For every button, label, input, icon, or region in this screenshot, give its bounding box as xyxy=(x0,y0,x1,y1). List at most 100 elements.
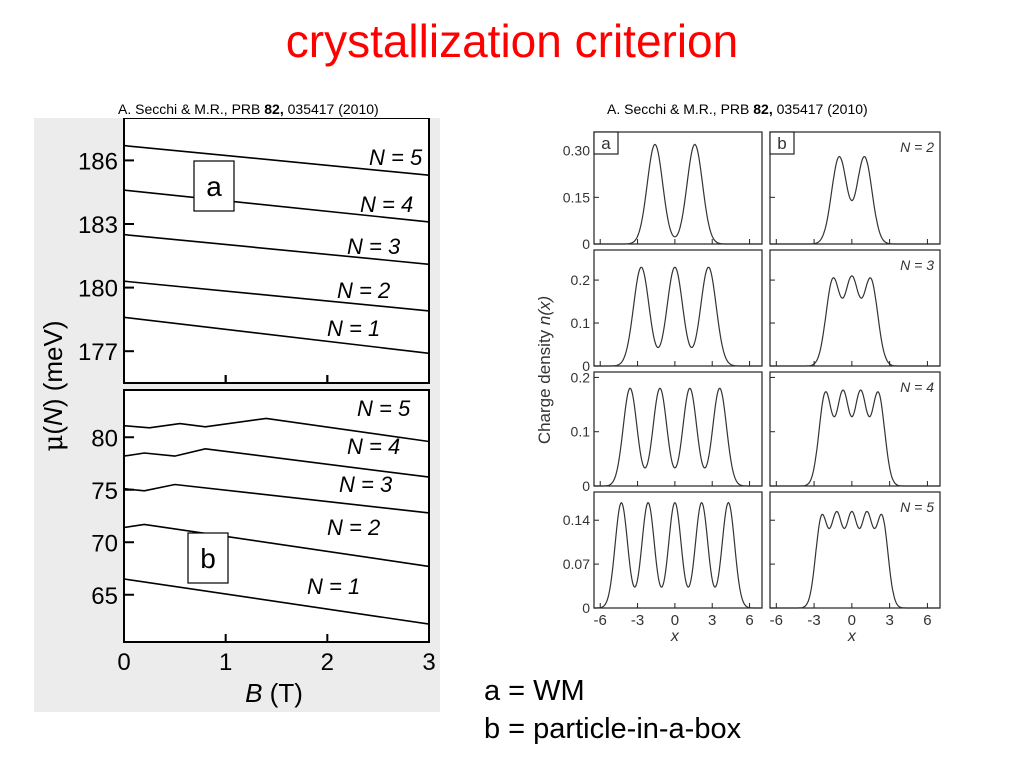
box-density-curve xyxy=(770,510,940,609)
series-line-3 xyxy=(123,483,430,514)
density-panel-frame xyxy=(593,249,763,367)
citation-left-pages: 035417 (2010) xyxy=(283,101,379,117)
y-tick-label: 0.14 xyxy=(563,512,590,528)
panel-letter-box xyxy=(193,160,235,212)
x-axis-label: B (T) xyxy=(245,678,303,708)
x-tick-label: -3 xyxy=(807,612,820,629)
series-line-4 xyxy=(123,189,430,223)
series-line-3 xyxy=(123,233,430,266)
x-tick-label: 3 xyxy=(885,612,893,629)
density-y-axis-variable: n(x) xyxy=(535,296,554,325)
citation-left: A. Secchi & M.R., PRB 82, 035417 (2010) xyxy=(118,101,379,117)
series-line-5 xyxy=(123,417,430,443)
y-axis-unit: (meV) xyxy=(38,320,68,398)
panel-letter: b xyxy=(777,134,786,153)
y-axis-variable: N xyxy=(38,407,68,426)
x-axis-label: x xyxy=(670,628,680,645)
series-label: N = 1 xyxy=(327,316,380,341)
n-label: N = 2 xyxy=(900,139,934,155)
n-label: N = 4 xyxy=(900,379,934,395)
series-label: N = 5 xyxy=(369,145,423,170)
axis-labels: B (T) μ(N) (meV) xyxy=(38,320,303,708)
x-tick-label: 3 xyxy=(422,649,435,676)
box-density-curve xyxy=(770,155,940,245)
y-axis-paren: ( xyxy=(38,426,68,435)
wm-density-curve xyxy=(594,501,762,609)
series-label: N = 3 xyxy=(347,234,401,259)
x-tick-label: -3 xyxy=(631,612,644,629)
series-label: N = 4 xyxy=(360,192,413,217)
x-axis-label: x xyxy=(847,628,857,645)
caption-wm: a = WM xyxy=(484,675,585,707)
y-tick-label: 0.2 xyxy=(571,272,591,288)
n-label: N = 5 xyxy=(900,499,934,515)
x-tick-label: -6 xyxy=(770,612,783,629)
x-tick-label: 0 xyxy=(671,612,679,629)
series-line-2 xyxy=(123,280,430,312)
panel-b-frame xyxy=(123,389,430,643)
charge-density-panels: 0 0.15 0.30 a N = 2 b 0 0.1 0.2 N = 3 0 0.1 0.2 N = 4… xyxy=(535,131,941,645)
citation-right-authors: A. Secchi & M.R., PRB xyxy=(607,101,754,117)
panel-letter: a xyxy=(601,134,611,153)
wm-density-curve xyxy=(594,143,762,245)
y-tick-label: 0.15 xyxy=(563,189,590,205)
density-panel-frame xyxy=(769,491,941,609)
citation-left-volume: 82, xyxy=(264,101,284,117)
y-tick-label: 75 xyxy=(91,478,118,505)
y-tick-label: 0.2 xyxy=(571,369,591,385)
y-tick-label: 177 xyxy=(78,339,118,366)
series-line-1 xyxy=(123,578,430,625)
x-tick-label: 0 xyxy=(117,649,130,676)
series-label: N = 4 xyxy=(347,434,400,459)
wm-density-curve xyxy=(594,266,762,367)
citation-right-pages: 035417 (2010) xyxy=(772,101,868,117)
y-tick-label: 183 xyxy=(78,212,118,239)
y-tick-label: 0.07 xyxy=(563,556,590,572)
density-panel-frame xyxy=(769,249,941,367)
density-panel-frame xyxy=(593,371,763,487)
slide-title: crystallization criterion xyxy=(285,15,739,67)
y-tick-label: 0.1 xyxy=(571,424,591,440)
y-axis-label: μ(N) (meV) xyxy=(38,320,69,451)
y-tick-label: 70 xyxy=(91,530,118,557)
y-tick-label: 0.30 xyxy=(563,143,590,159)
density-panel-frame xyxy=(593,131,763,245)
wm-density-curve xyxy=(594,387,762,487)
series-label: N = 3 xyxy=(339,472,393,497)
x-tick-label: 6 xyxy=(923,612,931,629)
y-tick-label: 0 xyxy=(582,358,590,374)
y-tick-label: 0.1 xyxy=(571,315,591,331)
panel-a-frame xyxy=(123,118,430,384)
panel-letter: b xyxy=(200,543,216,574)
n-label: N = 3 xyxy=(900,257,934,273)
density-y-axis-label: Charge density n(x) xyxy=(535,296,554,444)
x-axis-variable: B xyxy=(245,678,262,708)
panel-letter-box xyxy=(187,532,229,584)
x-tick-label: 6 xyxy=(745,612,753,629)
series-line-2 xyxy=(123,523,430,568)
series-label: N = 2 xyxy=(327,515,380,540)
y-tick-label: 180 xyxy=(78,276,118,303)
y-tick-label: 0 xyxy=(582,600,590,616)
box-density-curve xyxy=(770,275,940,367)
y-axis-mu: μ xyxy=(39,435,69,452)
x-tick-label: 2 xyxy=(321,649,334,676)
series-label: N = 2 xyxy=(337,278,390,303)
caption-box: b = particle-in-a-box xyxy=(484,713,742,745)
box-density-curve xyxy=(770,389,940,487)
citation-right-volume: 82, xyxy=(753,101,773,117)
x-tick-label: 0 xyxy=(848,612,856,629)
panel-b-energy-levels: 65 70 75 80 N = 1 N = 2 N = 3 N = 4 N = 5 b 0 1 2 3 xyxy=(91,389,436,676)
series-label: N = 5 xyxy=(357,396,411,421)
y-tick-label: 0 xyxy=(582,236,590,252)
citation-right: A. Secchi & M.R., PRB 82, 035417 (2010) xyxy=(607,101,868,117)
x-axis-unit: (T) xyxy=(262,678,302,708)
y-axis-paren: ) xyxy=(38,398,68,407)
panel-a-energy-levels: 177 180 183 186 N = 1 N = 2 N = 3 N = 4 N = 5 a xyxy=(78,118,430,384)
charge-density-figure: 0 0.15 0.30 a N = 2 b 0 0.1 0.2 N = 3 0 0.1 0.2 N = 4… xyxy=(535,131,941,645)
density-y-axis-text: Charge density xyxy=(535,325,554,444)
series-line-1 xyxy=(123,316,430,355)
y-tick-label: 186 xyxy=(78,148,118,175)
y-tick-label: 80 xyxy=(91,425,118,452)
